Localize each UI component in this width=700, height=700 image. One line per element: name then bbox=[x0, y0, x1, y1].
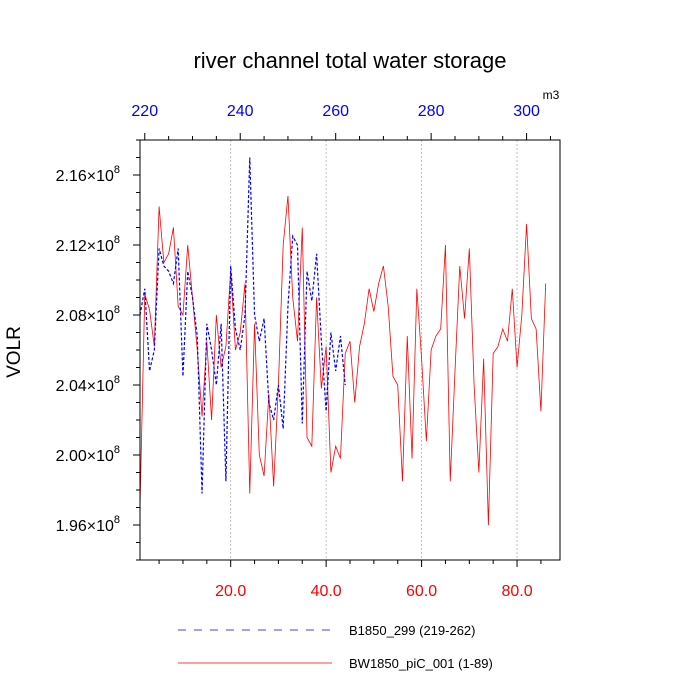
top-tick-label: 260 bbox=[322, 103, 349, 120]
x-tick-label: 60.0 bbox=[406, 583, 437, 600]
legend-label: BW1850_piC_001 (1-89) bbox=[349, 656, 493, 671]
units-label: m3 bbox=[543, 88, 560, 102]
y-tick-label: 2.04×108 bbox=[56, 374, 120, 395]
x-tick-label: 80.0 bbox=[501, 583, 532, 600]
top-tick-label: 300 bbox=[513, 103, 540, 120]
top-tick-label: 220 bbox=[131, 103, 158, 120]
plot-frame bbox=[139, 139, 561, 561]
y-tick-label: 2.00×108 bbox=[56, 444, 120, 465]
top-tick-label: 280 bbox=[418, 103, 445, 120]
grid-lines bbox=[230, 140, 518, 560]
axes: 20.0 40.0 60.0 80.0 220 240 260 280 300 1.96×108 2… bbox=[56, 103, 551, 600]
y-tick-label: 1.96×108 bbox=[56, 514, 120, 535]
x-tick-label: 40.0 bbox=[311, 583, 342, 600]
y-axis-label: VOLR bbox=[4, 326, 25, 378]
series-line bbox=[139, 157, 346, 494]
top-tick-label: 240 bbox=[227, 103, 254, 120]
series-lines bbox=[139, 157, 547, 526]
legend-label: B1850_299 (219-262) bbox=[349, 623, 476, 638]
y-tick-label: 2.12×108 bbox=[56, 234, 120, 255]
series-line bbox=[139, 195, 547, 526]
y-tick-label: 2.16×108 bbox=[56, 164, 120, 185]
x-tick-label: 20.0 bbox=[215, 583, 246, 600]
chart-title: river channel total water storage bbox=[193, 48, 506, 73]
legend: B1850_299 (219-262) BW1850_piC_001 (1-89) bbox=[178, 623, 493, 671]
y-tick-label: 2.08×108 bbox=[56, 304, 120, 325]
